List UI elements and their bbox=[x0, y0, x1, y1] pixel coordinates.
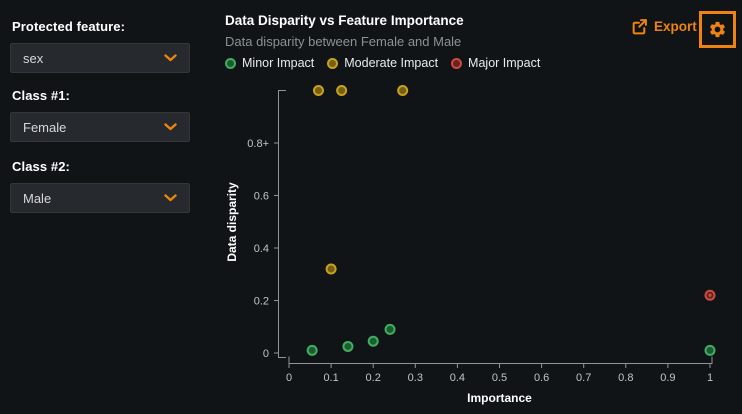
protected-feature-value: sex bbox=[23, 50, 44, 66]
class2-label: Class #2: bbox=[12, 159, 70, 174]
y-tick-label: 0.6 bbox=[254, 191, 269, 203]
settings-highlight-box bbox=[699, 11, 736, 48]
y-axis-title: Data disparity bbox=[225, 182, 239, 262]
legend-item-moderate[interactable]: Moderate Impact bbox=[327, 56, 438, 70]
data-point-minor-impact[interactable] bbox=[306, 344, 318, 356]
gear-icon bbox=[710, 21, 725, 38]
y-tick-label: 0.8+ bbox=[247, 138, 269, 150]
chevron-down-icon bbox=[164, 194, 177, 202]
major-impact-dot-icon bbox=[451, 57, 463, 69]
class1-field: Class #1: Female bbox=[10, 88, 190, 142]
export-button[interactable]: Export bbox=[631, 16, 697, 36]
data-point-moderate-impact[interactable] bbox=[312, 85, 324, 96]
x-tick-label: 0.3 bbox=[408, 372, 423, 384]
data-point-minor-impact[interactable] bbox=[367, 335, 379, 347]
x-tick-label: 0.6 bbox=[534, 372, 549, 384]
x-tick-label: 0.2 bbox=[366, 372, 381, 384]
data-point-moderate-impact[interactable] bbox=[325, 263, 337, 275]
class2-select[interactable]: Male bbox=[10, 183, 190, 213]
chart-subtitle: Data disparity between Female and Male bbox=[225, 34, 462, 49]
settings-button[interactable] bbox=[708, 20, 727, 39]
minor-impact-dot-icon bbox=[225, 57, 236, 69]
y-tick-label: 0.4 bbox=[254, 243, 269, 255]
export-icon bbox=[632, 18, 647, 34]
data-point-moderate-impact[interactable] bbox=[397, 85, 409, 96]
x-tick-label: 0.5 bbox=[492, 372, 507, 384]
data-point-center-dot bbox=[708, 293, 712, 297]
x-tick-label: 1 bbox=[707, 372, 713, 384]
x-axis-title: Importance bbox=[467, 391, 532, 405]
legend-label-minor: Minor Impact bbox=[242, 56, 315, 70]
data-point-minor-impact[interactable] bbox=[342, 340, 354, 352]
x-tick-label: 0.7 bbox=[576, 372, 591, 384]
protected-feature-label: Protected feature: bbox=[12, 19, 126, 34]
y-tick-label: 0.2 bbox=[254, 296, 269, 308]
data-point-moderate-impact[interactable] bbox=[336, 85, 348, 96]
class2-value: Male bbox=[23, 190, 52, 206]
legend-label-moderate: Moderate Impact bbox=[344, 56, 439, 70]
class2-field: Class #2: Male bbox=[10, 159, 190, 213]
x-tick-label: 0 bbox=[286, 372, 292, 384]
data-point-minor-impact[interactable] bbox=[704, 344, 716, 356]
chevron-down-icon bbox=[164, 123, 177, 131]
legend-item-minor[interactable]: Minor Impact bbox=[225, 56, 314, 70]
x-tick-label: 0.8 bbox=[618, 372, 633, 384]
protected-feature-select[interactable]: sex bbox=[10, 43, 190, 73]
y-tick-label: 0 bbox=[263, 348, 269, 360]
chart-title: Data Disparity vs Feature Importance bbox=[225, 13, 464, 28]
chart-legend: Minor Impact Moderate Impact Major Impac… bbox=[225, 56, 540, 70]
data-point-minor-impact[interactable] bbox=[384, 323, 396, 335]
protected-feature-field: Protected feature: sex bbox=[10, 19, 190, 73]
class1-label: Class #1: bbox=[12, 88, 70, 103]
x-tick-label: 0.9 bbox=[660, 372, 675, 384]
x-tick-label: 0.4 bbox=[450, 372, 465, 384]
sidebar: Protected feature: sex Class #1: Female … bbox=[10, 19, 190, 228]
chevron-down-icon bbox=[164, 54, 177, 62]
export-button-label: Export bbox=[654, 18, 697, 34]
moderate-impact-dot-icon bbox=[327, 57, 339, 69]
class1-select[interactable]: Female bbox=[10, 112, 190, 142]
x-tick-label: 0.1 bbox=[323, 372, 338, 384]
legend-label-major: Major Impact bbox=[468, 56, 541, 70]
class1-value: Female bbox=[23, 119, 67, 135]
legend-item-major[interactable]: Major Impact bbox=[451, 56, 540, 70]
